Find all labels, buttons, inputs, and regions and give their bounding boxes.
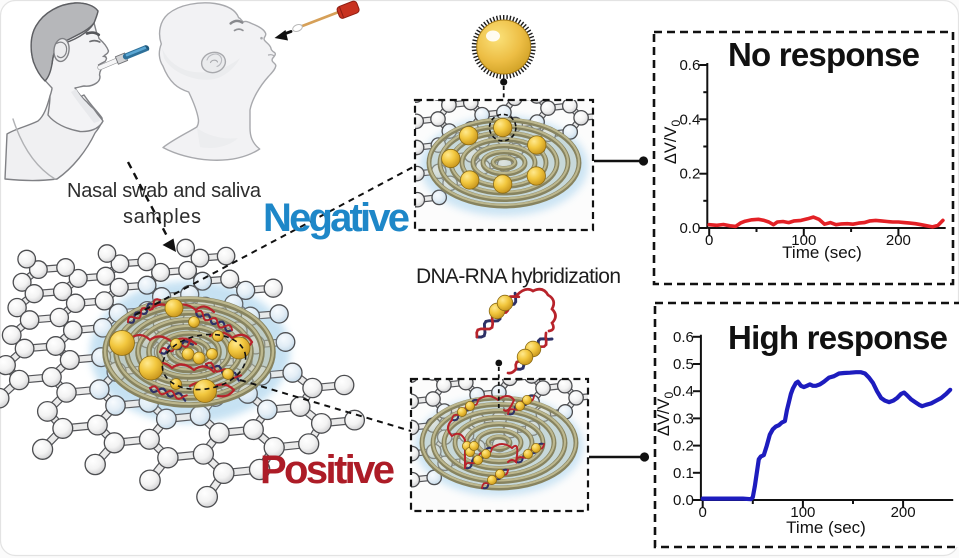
- svg-text:200: 200: [886, 232, 911, 249]
- svg-text:samples: samples: [123, 206, 201, 228]
- svg-text:ΔV/V0: ΔV/V0: [662, 120, 683, 165]
- svg-text:0: 0: [699, 504, 707, 521]
- svg-text:Positive: Positive: [260, 448, 395, 492]
- svg-text:DNA-RNA hybridization: DNA-RNA hybridization: [416, 265, 621, 288]
- svg-text:0.4: 0.4: [673, 383, 694, 400]
- svg-text:0.4: 0.4: [679, 111, 700, 128]
- svg-text:Nasal swab and saliva: Nasal swab and saliva: [67, 180, 262, 202]
- svg-text:0.0: 0.0: [679, 220, 700, 237]
- svg-text:100: 100: [791, 232, 816, 249]
- svg-text:0: 0: [705, 232, 713, 249]
- svg-text:Time (sec): Time (sec): [786, 518, 866, 537]
- svg-text:0.1: 0.1: [673, 465, 694, 482]
- svg-text:0.6: 0.6: [673, 329, 694, 346]
- svg-text:0.5: 0.5: [673, 356, 694, 373]
- svg-text:High response: High response: [728, 319, 948, 356]
- svg-text:ΔV/V0: ΔV/V0: [655, 392, 676, 437]
- svg-text:0.0: 0.0: [673, 492, 694, 509]
- svg-text:0.6: 0.6: [679, 57, 700, 74]
- svg-text:0.2: 0.2: [673, 438, 694, 455]
- svg-text:Time (sec): Time (sec): [782, 243, 862, 262]
- svg-text:0.2: 0.2: [679, 166, 700, 183]
- svg-text:100: 100: [790, 504, 815, 521]
- svg-text:0.3: 0.3: [673, 410, 694, 427]
- svg-text:Negative: Negative: [263, 196, 410, 240]
- svg-text:200: 200: [891, 504, 916, 521]
- svg-text:No response: No response: [728, 36, 920, 73]
